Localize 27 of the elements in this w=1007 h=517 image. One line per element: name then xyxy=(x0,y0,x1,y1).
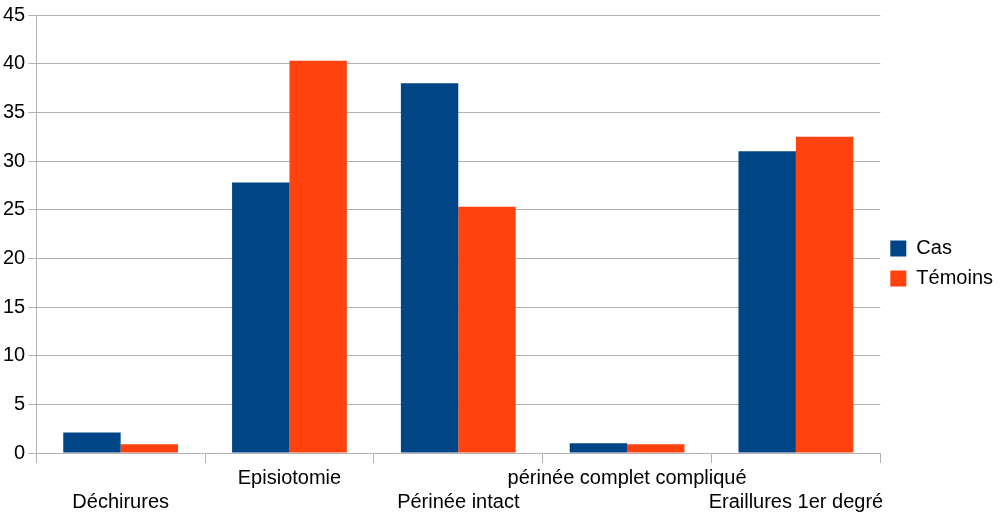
y-tick-label: 10 xyxy=(3,343,26,366)
x-tick-label: Déchirures xyxy=(72,489,169,512)
x-tick-label: Eraillures 1er degré xyxy=(708,489,884,512)
y-tick-label: 25 xyxy=(3,197,26,220)
bar xyxy=(458,206,516,453)
y-tick-label: 40 xyxy=(3,51,26,74)
y-tick-label: 5 xyxy=(14,391,26,414)
x-tick-label: Périnée intact xyxy=(397,489,520,512)
legend-label: Cas xyxy=(916,236,952,259)
x-tick-label: Episiotomie xyxy=(237,465,342,488)
bar xyxy=(63,432,121,453)
x-tick-label: périnée complet compliqué xyxy=(507,465,747,488)
y-tick-label: 0 xyxy=(14,440,26,463)
y-tick-label: 20 xyxy=(3,245,26,268)
bar xyxy=(400,83,459,453)
bar xyxy=(738,151,796,453)
bar xyxy=(232,182,290,453)
bar xyxy=(795,136,854,453)
y-tick-label: 30 xyxy=(3,148,26,171)
y-tick-label: 15 xyxy=(3,294,26,317)
bar xyxy=(627,444,685,453)
y-tick-label: 35 xyxy=(3,99,26,122)
bar xyxy=(120,444,179,453)
y-tick-label: 45 xyxy=(3,2,26,25)
bar xyxy=(569,443,628,453)
bar xyxy=(289,60,347,453)
legend-label: Témoins xyxy=(916,266,994,289)
